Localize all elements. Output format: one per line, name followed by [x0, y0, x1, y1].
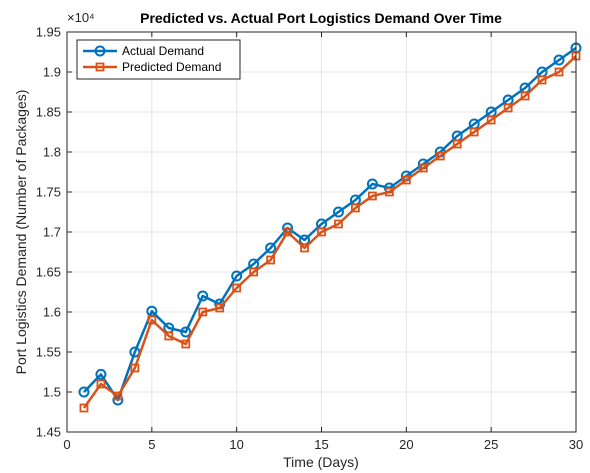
data-point-predicted: [351, 203, 360, 213]
x-tick-label: 25: [484, 437, 498, 452]
data-point-actual: [197, 290, 209, 302]
legend: Actual Demand Predicted Demand: [76, 39, 241, 80]
x-tick-label: 20: [399, 437, 413, 452]
data-point-actual: [78, 386, 90, 398]
data-point-predicted: [452, 139, 462, 149]
data-point-predicted: [503, 103, 513, 113]
x-tick-label: 30: [569, 437, 583, 452]
x-tick-label: 5: [148, 437, 155, 452]
legend-marker-0: [94, 45, 106, 57]
data-point-predicted: [147, 315, 157, 325]
y-axis-label: Port Logistics Demand (Number of Package…: [13, 90, 29, 375]
legend-label-1: Predicted Demand: [122, 60, 221, 74]
data-point-predicted: [334, 219, 343, 229]
data-point-predicted: [249, 267, 259, 277]
series-1: [79, 51, 581, 413]
data-point-predicted: [486, 115, 496, 125]
legend-box: [76, 39, 241, 80]
y-tick-label: 1.45: [36, 425, 61, 440]
series-0: [78, 42, 582, 406]
data-point-predicted: [418, 163, 428, 173]
y-tick-label: 1.8: [43, 145, 61, 160]
data-point-predicted: [520, 91, 530, 101]
y-tick-label: 1.85: [36, 105, 61, 120]
data-point-predicted: [300, 243, 309, 253]
data-point-actual: [231, 270, 243, 282]
data-point-actual: [265, 242, 277, 254]
data-point-predicted: [384, 187, 394, 197]
data-point-predicted: [537, 75, 547, 85]
data-point-actual: [366, 178, 378, 190]
legend-marker-1: [95, 62, 105, 72]
x-tick-label: 0: [63, 437, 70, 452]
y-tick-label: 1.95: [36, 25, 61, 40]
y-tick-label: 1.5: [43, 385, 61, 400]
data-point-predicted: [215, 303, 225, 313]
y-tick-label: 1.6: [43, 305, 61, 320]
y-tick-label: 1.9: [43, 65, 61, 80]
data-point-predicted: [317, 227, 326, 237]
data-point-predicted: [554, 67, 564, 77]
series-layer: [78, 42, 582, 413]
x-tick-label: 10: [229, 437, 243, 452]
data-point-predicted: [164, 331, 174, 341]
data-point-predicted: [96, 379, 106, 389]
legend-label-0: Actual Demand: [122, 44, 204, 58]
data-point-predicted: [266, 255, 276, 265]
data-point-actual: [553, 54, 565, 66]
chart-title: Predicted vs. Actual Port Logistics Dema…: [140, 10, 502, 26]
data-point-predicted: [232, 283, 242, 293]
ticks: 0 5 10 15 20 25 30 1.45 1.5 1.55 1.6 1.65 1.7 1.75 1.8…: [36, 25, 584, 453]
x-tick-label: 15: [314, 437, 328, 452]
data-point-actual: [180, 326, 192, 338]
data-point-predicted: [79, 403, 89, 413]
data-point-predicted: [435, 151, 445, 161]
data-point-predicted: [367, 191, 377, 201]
data-point-actual: [95, 368, 107, 380]
x-axis-label: Time (Days): [283, 454, 359, 470]
data-point-predicted: [469, 127, 479, 137]
data-point-predicted: [181, 339, 191, 349]
y-tick-label: 1.75: [36, 185, 61, 200]
data-point-predicted: [198, 307, 208, 317]
y-tick-label: 1.7: [43, 225, 61, 240]
y-exponent-label: ×10⁴: [67, 10, 95, 25]
data-point-predicted: [113, 391, 123, 401]
data-point-predicted: [283, 227, 292, 237]
data-point-predicted: [130, 363, 140, 373]
data-point-predicted: [401, 175, 411, 185]
y-tick-label: 1.55: [36, 345, 61, 360]
data-point-actual: [332, 206, 344, 218]
y-tick-label: 1.65: [36, 265, 61, 280]
